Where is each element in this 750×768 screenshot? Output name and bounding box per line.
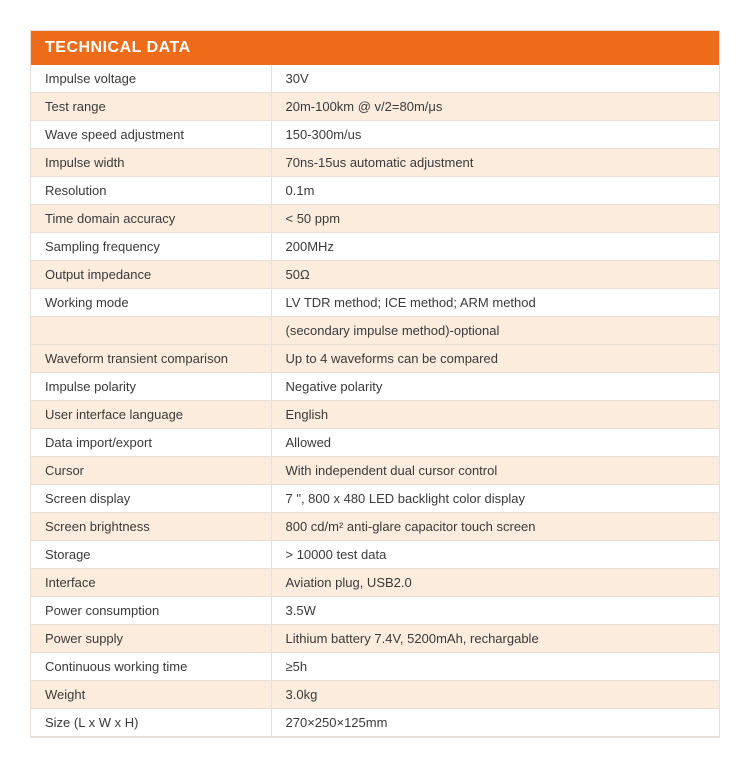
spec-label: Screen brightness <box>31 513 271 541</box>
spec-label: Storage <box>31 541 271 569</box>
spec-value: 200MHz <box>271 233 719 261</box>
spec-label: Output impedance <box>31 261 271 289</box>
spec-value: With independent dual cursor control <box>271 457 719 485</box>
table-row: Time domain accuracy< 50 ppm <box>31 205 719 233</box>
table-row: Wave speed adjustment150-300m/us <box>31 121 719 149</box>
spec-table: Impulse voltage30VTest range20m-100km @ … <box>31 65 719 737</box>
spec-value: 3.5W <box>271 597 719 625</box>
table-row: Weight3.0kg <box>31 681 719 709</box>
spec-label: Resolution <box>31 177 271 205</box>
spec-value: Lithium battery 7.4V, 5200mAh, rechargab… <box>271 625 719 653</box>
table-row: Power consumption3.5W <box>31 597 719 625</box>
spec-value: 3.0kg <box>271 681 719 709</box>
spec-value: ≥5h <box>271 653 719 681</box>
spec-label: Sampling frequency <box>31 233 271 261</box>
spec-label: Weight <box>31 681 271 709</box>
table-row: InterfaceAviation plug, USB2.0 <box>31 569 719 597</box>
table-row: Power supplyLithium battery 7.4V, 5200mA… <box>31 625 719 653</box>
spec-value: (secondary impulse method)-optional <box>271 317 719 345</box>
table-row: Output impedance50Ω <box>31 261 719 289</box>
spec-label: User interface language <box>31 401 271 429</box>
spec-label <box>31 317 271 345</box>
spec-label: Data import/export <box>31 429 271 457</box>
spec-value: 20m-100km @ v/2=80m/μs <box>271 93 719 121</box>
table-row: Working modeLV TDR method; ICE method; A… <box>31 289 719 317</box>
table-row: Impulse width70ns-15us automatic adjustm… <box>31 149 719 177</box>
spec-value: Up to 4 waveforms can be compared <box>271 345 719 373</box>
spec-value: English <box>271 401 719 429</box>
spec-value: 70ns-15us automatic adjustment <box>271 149 719 177</box>
spec-label: Interface <box>31 569 271 597</box>
spec-label: Impulse voltage <box>31 65 271 93</box>
spec-label: Screen display <box>31 485 271 513</box>
spec-value: 150-300m/us <box>271 121 719 149</box>
table-row: Screen display7 ", 800 x 480 LED backlig… <box>31 485 719 513</box>
table-row: Impulse polarityNegative polarity <box>31 373 719 401</box>
spec-label: Working mode <box>31 289 271 317</box>
table-row: Sampling frequency200MHz <box>31 233 719 261</box>
spec-value: Negative polarity <box>271 373 719 401</box>
spec-value: 0.1m <box>271 177 719 205</box>
spec-label: Wave speed adjustment <box>31 121 271 149</box>
table-row: Impulse voltage30V <box>31 65 719 93</box>
table-row: CursorWith independent dual cursor contr… <box>31 457 719 485</box>
spec-label: Cursor <box>31 457 271 485</box>
table-row: Continuous working time≥5h <box>31 653 719 681</box>
spec-label: Waveform transient comparison <box>31 345 271 373</box>
spec-value: Allowed <box>271 429 719 457</box>
table-row: Screen brightness800 cd/m² anti-glare ca… <box>31 513 719 541</box>
table-row: Resolution0.1m <box>31 177 719 205</box>
spec-value: > 10000 test data <box>271 541 719 569</box>
table-row: Test range20m-100km @ v/2=80m/μs <box>31 93 719 121</box>
spec-label: Impulse width <box>31 149 271 177</box>
spec-label: Power supply <box>31 625 271 653</box>
spec-value: 270×250×125mm <box>271 709 719 737</box>
table-row: Size (L x W x H)270×250×125mm <box>31 709 719 737</box>
table-header: TECHNICAL DATA <box>31 31 719 65</box>
spec-label: Test range <box>31 93 271 121</box>
spec-value: 800 cd/m² anti-glare capacitor touch scr… <box>271 513 719 541</box>
spec-value: 7 ", 800 x 480 LED backlight color displ… <box>271 485 719 513</box>
table-row: Storage > 10000 test data <box>31 541 719 569</box>
spec-label: Time domain accuracy <box>31 205 271 233</box>
spec-value: < 50 ppm <box>271 205 719 233</box>
spec-label: Impulse polarity <box>31 373 271 401</box>
table-row: Waveform transient comparisonUp to 4 wav… <box>31 345 719 373</box>
spec-label: Size (L x W x H) <box>31 709 271 737</box>
spec-value: 50Ω <box>271 261 719 289</box>
spec-value: LV TDR method; ICE method; ARM method <box>271 289 719 317</box>
table-row: (secondary impulse method)-optional <box>31 317 719 345</box>
table-row: User interface languageEnglish <box>31 401 719 429</box>
technical-data-table: TECHNICAL DATA Impulse voltage30VTest ra… <box>30 30 720 738</box>
table-row: Data import/exportAllowed <box>31 429 719 457</box>
spec-value: Aviation plug, USB2.0 <box>271 569 719 597</box>
spec-label: Power consumption <box>31 597 271 625</box>
spec-label: Continuous working time <box>31 653 271 681</box>
spec-value: 30V <box>271 65 719 93</box>
